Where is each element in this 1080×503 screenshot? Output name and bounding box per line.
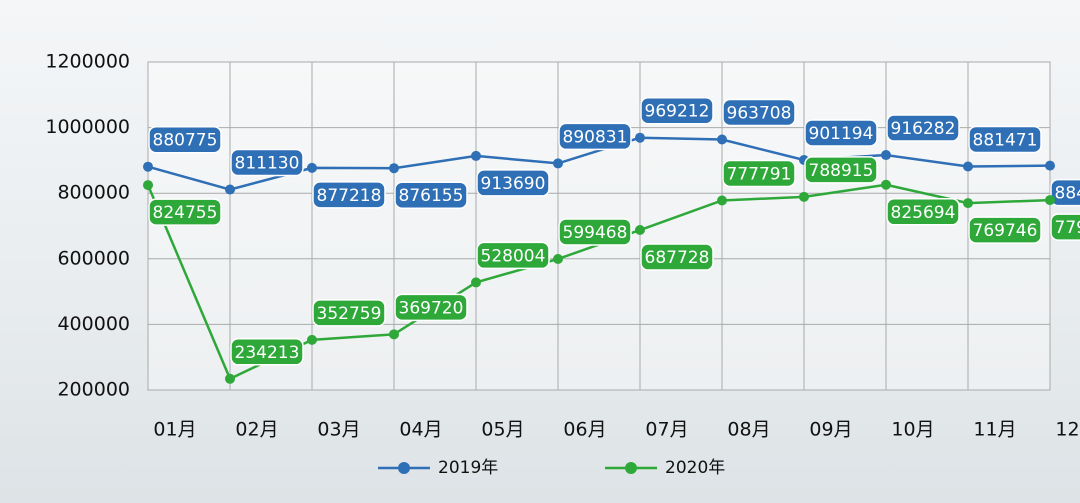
- data-point: [471, 150, 481, 161]
- x-tick-label: 11月: [973, 419, 1016, 441]
- value-label: 779039: [1055, 218, 1080, 238]
- value-label-box: [476, 241, 550, 270]
- x-tick-label: 08月: [727, 419, 770, 441]
- value-label-box: [394, 293, 468, 322]
- value-label-box: [148, 125, 222, 154]
- value-label-box: [230, 148, 304, 177]
- value-label-box: [312, 181, 386, 209]
- y-tick-label: 600000: [57, 247, 130, 269]
- value-label: 687728: [645, 248, 710, 268]
- value-label-box: [1050, 178, 1080, 207]
- value-label-box: [804, 119, 878, 147]
- y-tick-label: 1000000: [45, 116, 130, 138]
- data-point: [717, 134, 727, 145]
- value-label-box: [558, 218, 632, 246]
- x-tick-label: 12月: [1055, 419, 1080, 441]
- y-tick-label: 200000: [57, 379, 130, 401]
- value-label-box: [886, 198, 960, 226]
- value-label: 528004: [481, 246, 546, 266]
- value-label: 880775: [153, 131, 218, 151]
- value-label: 963708: [727, 104, 792, 124]
- data-point: [225, 373, 235, 384]
- x-tick-label: 03月: [317, 419, 360, 441]
- value-label: 599468: [563, 223, 628, 243]
- data-point: [881, 150, 891, 161]
- value-label-box: [394, 181, 468, 209]
- data-point: [1045, 195, 1055, 206]
- value-label-box: [968, 125, 1042, 154]
- data-point: [307, 162, 317, 173]
- legend-marker: [625, 462, 637, 474]
- value-label: 969212: [645, 102, 710, 122]
- data-point: [635, 132, 645, 143]
- value-label-box: [476, 169, 550, 197]
- data-point: [1045, 160, 1055, 171]
- value-label: 352759: [317, 304, 382, 324]
- y-tick-label: 1200000: [45, 51, 130, 73]
- x-tick-label: 06月: [563, 419, 606, 441]
- legend-label: 2020年: [665, 458, 725, 478]
- value-label: 877218: [317, 186, 382, 206]
- legend-marker: [398, 462, 410, 474]
- value-label: 769746: [973, 221, 1038, 241]
- value-label-box: [558, 122, 632, 151]
- data-point: [225, 184, 235, 195]
- x-tick-label: 04月: [399, 419, 442, 441]
- value-label: 901194: [809, 124, 874, 144]
- data-point: [963, 198, 973, 209]
- value-label-box: [640, 243, 714, 271]
- data-point: [143, 180, 153, 191]
- value-label: 825694: [891, 203, 956, 223]
- data-point: [389, 163, 399, 174]
- value-label: 788915: [809, 161, 874, 181]
- value-label: 777791: [727, 164, 792, 184]
- value-label-box: [722, 98, 796, 127]
- data-point: [471, 277, 481, 288]
- value-label-box: [148, 198, 222, 226]
- value-label: 913690: [481, 174, 546, 194]
- data-point: [881, 179, 891, 190]
- data-point: [307, 334, 317, 345]
- x-tick-label: 09月: [809, 419, 852, 441]
- data-point: [635, 225, 645, 236]
- data-point: [143, 161, 153, 172]
- value-label: 369720: [399, 298, 464, 318]
- value-label: 916282: [891, 119, 956, 139]
- x-tick-label: 07月: [645, 419, 688, 441]
- value-label: 811130: [235, 154, 300, 174]
- value-label-box: [640, 96, 714, 125]
- value-label: 884093: [1055, 184, 1080, 204]
- value-label-box: [804, 156, 878, 184]
- value-label-box: [968, 216, 1042, 244]
- x-tick-label: 01月: [153, 419, 196, 441]
- y-tick-label: 800000: [57, 182, 130, 204]
- value-label-box: [1050, 213, 1080, 241]
- y-tick-label: 400000: [57, 313, 130, 335]
- value-label-box: [722, 159, 796, 188]
- value-label-box: [886, 114, 960, 142]
- data-point: [963, 161, 973, 172]
- x-tick-label: 10月: [891, 419, 934, 441]
- data-point: [553, 158, 563, 169]
- legend-label: 2019年: [438, 458, 498, 478]
- value-label: 876155: [399, 186, 464, 206]
- data-point: [799, 191, 809, 202]
- data-point: [717, 195, 727, 206]
- x-tick-label: 02月: [235, 419, 278, 441]
- data-point: [553, 253, 563, 264]
- value-label: 824755: [153, 203, 218, 223]
- value-label-box: [230, 338, 304, 366]
- data-point: [389, 329, 399, 340]
- value-label-box: [312, 299, 386, 327]
- x-tick-label: 05月: [481, 419, 524, 441]
- value-label: 234213: [235, 343, 300, 363]
- value-label: 890831: [563, 127, 628, 147]
- value-label: 881471: [973, 130, 1038, 150]
